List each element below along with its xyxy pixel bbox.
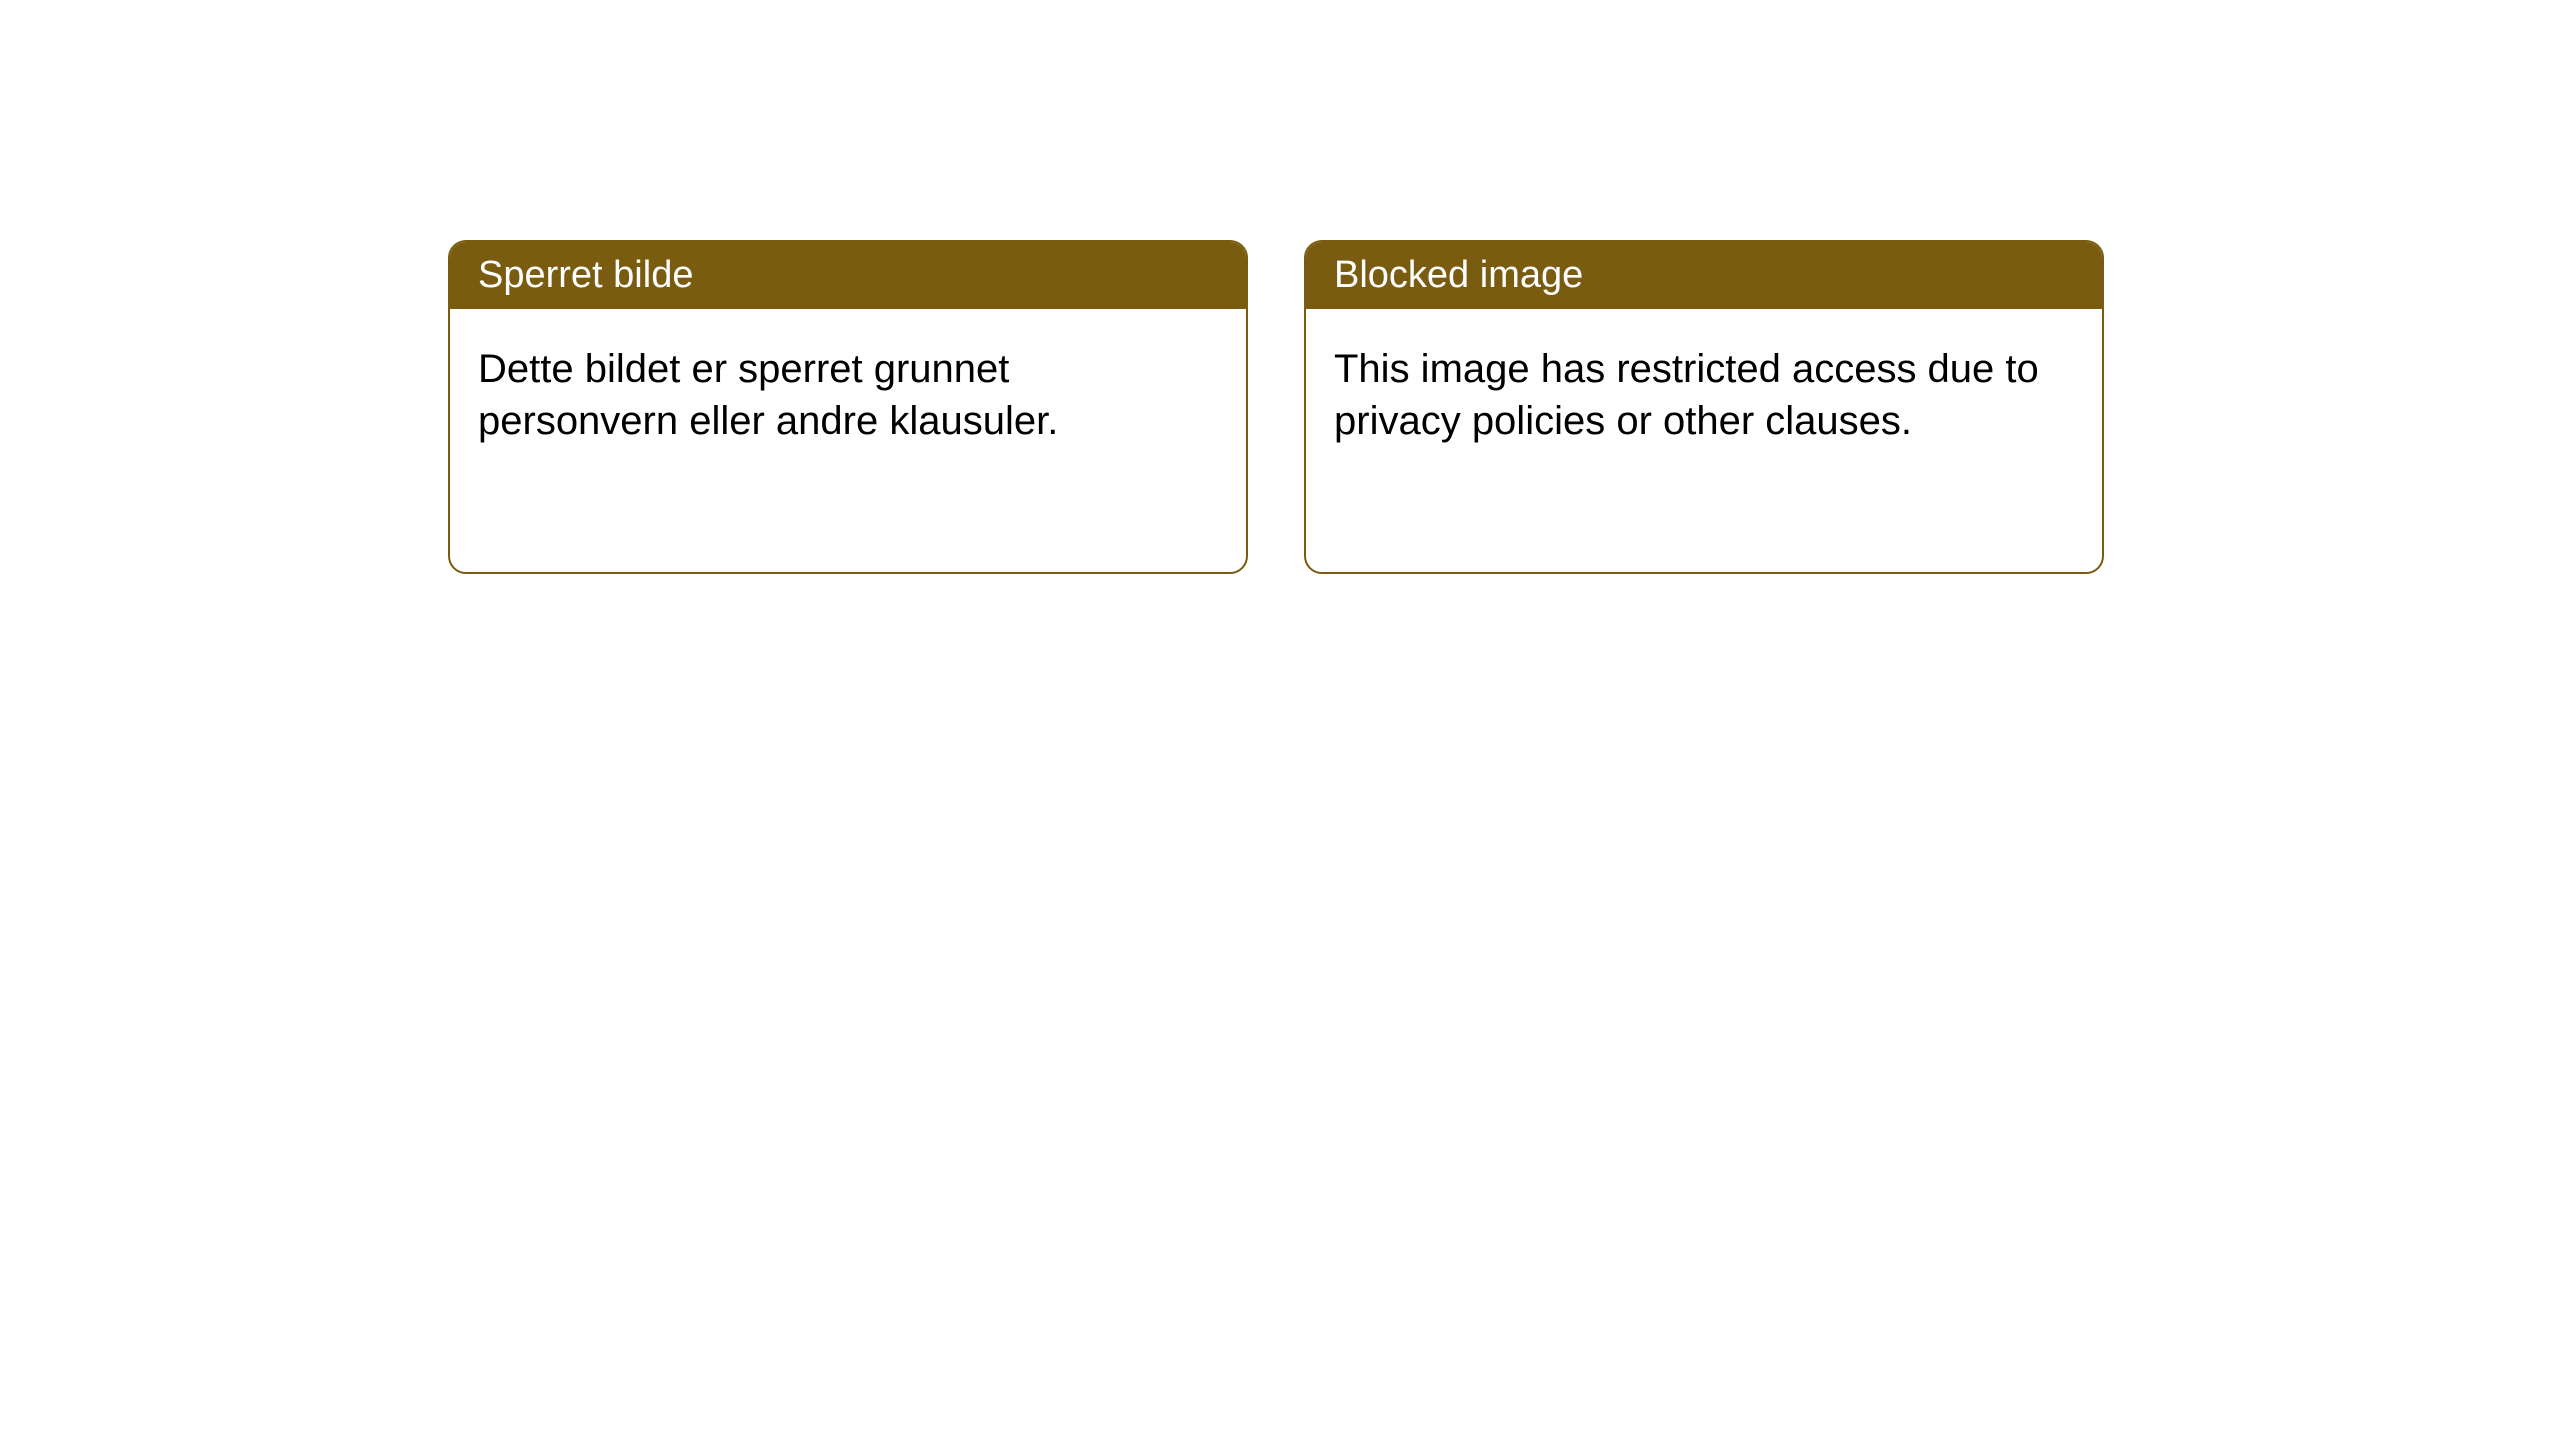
blocked-image-card-norwegian: Sperret bilde Dette bildet er sperret gr…	[448, 240, 1248, 574]
card-title-english: Blocked image	[1306, 242, 2102, 309]
card-title-norwegian: Sperret bilde	[450, 242, 1246, 309]
card-body-norwegian: Dette bildet er sperret grunnet personve…	[450, 309, 1246, 481]
notice-container: Sperret bilde Dette bildet er sperret gr…	[0, 0, 2560, 574]
card-body-english: This image has restricted access due to …	[1306, 309, 2102, 481]
blocked-image-card-english: Blocked image This image has restricted …	[1304, 240, 2104, 574]
